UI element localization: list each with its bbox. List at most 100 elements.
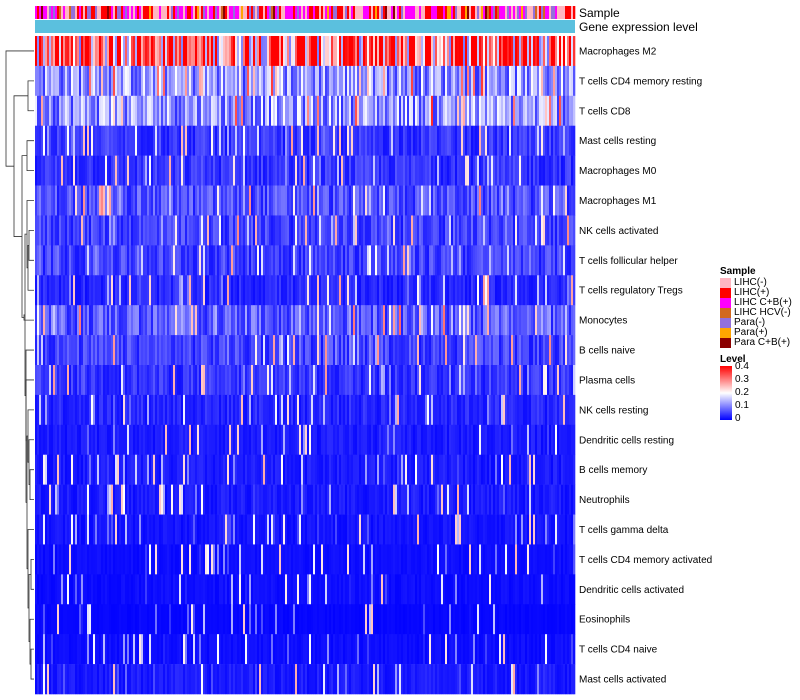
heatmap-cell	[45, 305, 48, 336]
heatmap-cell	[227, 514, 230, 545]
heatmap-cell	[431, 36, 434, 67]
heatmap-cell	[503, 424, 506, 456]
heatmap-cell	[461, 95, 464, 127]
heatmap-cell	[153, 424, 156, 456]
heatmap-cell	[255, 65, 258, 97]
heatmap-cell	[217, 514, 220, 545]
heatmap-cell	[449, 335, 452, 366]
heatmap-cell	[491, 305, 494, 336]
heatmap-cell	[91, 125, 94, 156]
heatmap-cell	[309, 484, 312, 515]
heatmap-cell	[69, 335, 72, 366]
heatmap-cell	[477, 454, 480, 485]
heatmap-cell	[293, 65, 296, 97]
heatmap-cell	[143, 335, 146, 366]
heatmap-cell	[55, 484, 58, 515]
heatmap-cell	[37, 335, 40, 366]
heatmap-cell	[159, 394, 162, 426]
heatmap-cell	[199, 95, 202, 127]
heatmap-cell	[469, 305, 472, 336]
heatmap-cell	[509, 424, 512, 456]
heatmap-cell	[443, 65, 446, 97]
heatmap-cell	[285, 365, 288, 396]
heatmap-cell	[189, 484, 192, 515]
heatmap-cell	[81, 394, 84, 426]
heatmap-cell	[119, 125, 122, 156]
heatmap-cell	[307, 36, 310, 67]
heatmap-cell	[437, 155, 440, 186]
heatmap-cell	[439, 155, 442, 186]
heatmap-cell	[119, 394, 122, 426]
heatmap-cell	[479, 484, 482, 515]
heatmap-cell	[569, 215, 572, 246]
heatmap-cell	[497, 36, 500, 67]
heatmap-cell	[475, 454, 478, 485]
heatmap-cell	[295, 335, 298, 366]
heatmap-cell	[307, 514, 310, 545]
heatmap-cell	[227, 245, 230, 276]
heatmap-cell	[287, 125, 290, 156]
heatmap-cell	[425, 155, 428, 186]
heatmap-cell	[269, 454, 272, 485]
heatmap-cell	[535, 155, 538, 186]
heatmap-cell	[267, 215, 270, 246]
heatmap-cell	[439, 36, 442, 67]
heatmap-cell	[59, 365, 62, 396]
heatmap-cell	[157, 424, 160, 456]
heatmap-cell	[511, 125, 514, 156]
heatmap-cell	[511, 245, 514, 276]
heatmap-cell	[331, 335, 334, 366]
heatmap-cell	[149, 544, 152, 575]
heatmap-cell	[299, 245, 302, 276]
heatmap-cell	[371, 335, 374, 366]
heatmap-cell	[281, 125, 284, 156]
sample-annotation-cell	[329, 6, 332, 19]
heatmap-cell	[519, 454, 522, 485]
heatmap-cell	[545, 155, 548, 186]
heatmap-cell	[227, 215, 230, 246]
heatmap-cell	[229, 185, 232, 216]
heatmap-cell	[137, 275, 140, 306]
heatmap-cell	[213, 484, 216, 515]
heatmap-cell	[403, 185, 406, 216]
heatmap-cell	[175, 215, 178, 246]
heatmap-cell	[157, 155, 160, 186]
heatmap-cell	[549, 185, 552, 216]
heatmap-cell	[263, 95, 266, 127]
heatmap-cell	[567, 185, 570, 216]
heatmap-cell	[181, 36, 184, 67]
heatmap-cell	[197, 424, 200, 456]
heatmap-cell	[539, 95, 542, 127]
heatmap-cell	[285, 65, 288, 97]
heatmap-cell	[395, 454, 398, 485]
heatmap-cell	[253, 95, 256, 127]
heatmap-cell	[525, 125, 528, 156]
heatmap-cell	[129, 245, 132, 276]
heatmap-cell	[363, 155, 366, 186]
heatmap-cell	[205, 514, 208, 545]
sample-annotation-cell	[293, 6, 296, 19]
heatmap-cell	[313, 185, 316, 216]
heatmap-cell	[291, 95, 294, 127]
heatmap-cell	[35, 514, 38, 545]
sample-annotation-cell	[437, 6, 440, 19]
heatmap-cell	[193, 185, 196, 216]
sample-annotation-cell	[449, 6, 452, 19]
sample-annotation-cell	[555, 6, 558, 19]
heatmap-cell	[303, 65, 306, 97]
heatmap-cell	[565, 95, 568, 127]
heatmap-cell	[573, 305, 576, 336]
heatmap-cell	[45, 365, 48, 396]
heatmap-cell	[511, 394, 514, 426]
heatmap-cell	[117, 95, 120, 127]
heatmap-cell	[291, 365, 294, 396]
heatmap-cell	[487, 484, 490, 515]
heatmap-cell	[425, 215, 428, 246]
heatmap-cell	[493, 305, 496, 336]
heatmap-cell	[125, 125, 128, 156]
heatmap-cell	[237, 365, 240, 396]
heatmap-cell	[109, 155, 112, 186]
heatmap-cell	[263, 335, 266, 366]
heatmap-cell	[387, 305, 390, 336]
heatmap-cell	[497, 454, 500, 485]
